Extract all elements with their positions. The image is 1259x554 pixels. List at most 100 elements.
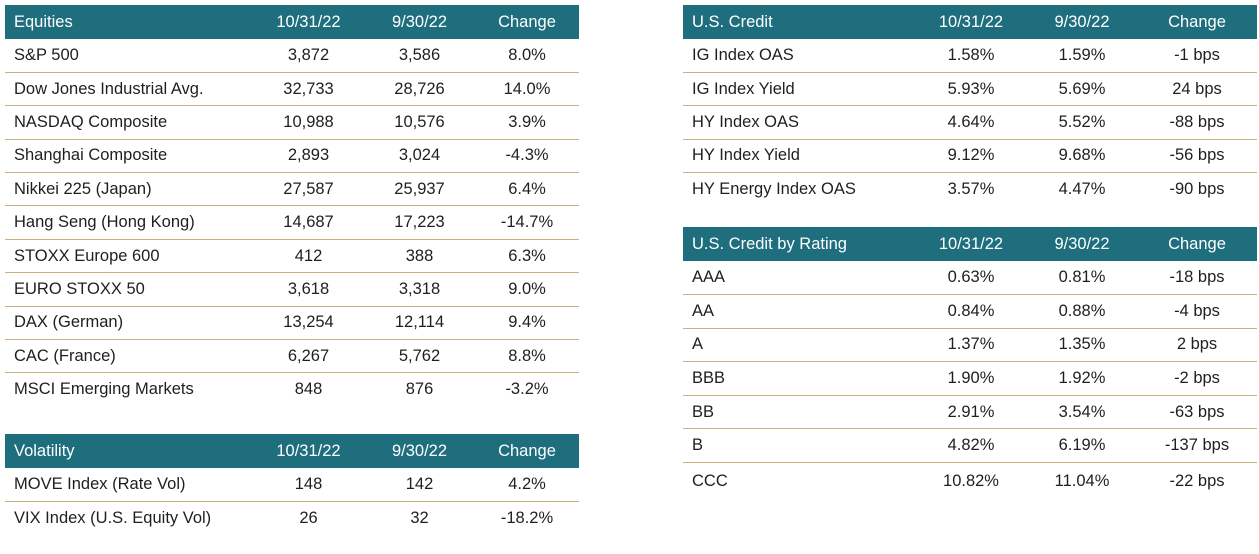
table-row: BBB 1.90% 1.92% -2 bps bbox=[683, 361, 1257, 396]
cell-value: 25,937 bbox=[364, 172, 475, 207]
table-title: Equities bbox=[14, 12, 73, 31]
cell-value: 4.64% bbox=[915, 105, 1027, 140]
table-row: IG Index Yield 5.93% 5.69% 24 bps bbox=[683, 72, 1257, 107]
cell-value: 10,576 bbox=[364, 105, 475, 140]
row-label: B bbox=[683, 428, 915, 464]
cell-value: 5.93% bbox=[915, 72, 1027, 107]
volatility-table: Volatility 10/31/22 9/30/22 Change MOVE Ind… bbox=[5, 434, 579, 535]
cell-value: -14.7% bbox=[475, 205, 579, 240]
cell-value: 3,024 bbox=[364, 139, 475, 174]
cell-value: 9.4% bbox=[475, 306, 579, 341]
cell-value: 5.52% bbox=[1027, 105, 1137, 140]
row-label: HY Index OAS bbox=[683, 105, 915, 140]
table-row: Hang Seng (Hong Kong) 14,687 17,223 -14.7% bbox=[5, 205, 579, 240]
row-label: A bbox=[683, 328, 915, 363]
row-label: Hang Seng (Hong Kong) bbox=[5, 205, 253, 240]
cell-value: 1.35% bbox=[1027, 328, 1137, 363]
row-label: S&P 500 bbox=[5, 39, 253, 73]
cell-value: 876 bbox=[405, 380, 434, 399]
cell-value: 848 bbox=[294, 380, 323, 399]
cell-value: 1.37% bbox=[915, 328, 1027, 363]
table-row: HY Energy Index OAS 3.57% 4.47% -90 bps bbox=[683, 173, 1257, 206]
cell-value: 24 bps bbox=[1137, 72, 1257, 107]
table-row: NASDAQ Composite 10,988 10,576 3.9% bbox=[5, 105, 579, 140]
table-row: MOVE Index (Rate Vol) 148 142 4.2% bbox=[5, 468, 579, 502]
cell-value: 14.0% bbox=[475, 72, 579, 107]
cell-value: 1.58% bbox=[915, 39, 1027, 73]
row-label: Shanghai Composite bbox=[5, 139, 253, 174]
row-label: STOXX Europe 600 bbox=[5, 239, 253, 274]
cell-value: 3,872 bbox=[253, 39, 364, 73]
cell-value: -2 bps bbox=[1137, 361, 1257, 396]
equities-table-header: Equities 10/31/22 9/30/22 Change bbox=[5, 5, 579, 39]
table-row: STOXX Europe 600 412 388 6.3% bbox=[5, 239, 579, 274]
row-label: MOVE Index (Rate Vol) bbox=[5, 468, 253, 502]
cell-value: 6,267 bbox=[253, 339, 364, 374]
cell-value: -18 bps bbox=[1137, 261, 1257, 296]
cell-value: 1.90% bbox=[915, 361, 1027, 396]
row-label: BB bbox=[683, 395, 915, 430]
table-row: DAX (German) 13,254 12,114 9.4% bbox=[5, 306, 579, 341]
row-label: Dow Jones Industrial Avg. bbox=[5, 72, 253, 107]
row-label: NASDAQ Composite bbox=[5, 105, 253, 140]
column-header: Change bbox=[1168, 12, 1226, 31]
table-row: MSCI Emerging Markets 848 876 -3.2% bbox=[5, 373, 579, 406]
row-label: HY Energy Index OAS bbox=[692, 180, 856, 198]
row-label: AAA bbox=[683, 261, 915, 296]
cell-value: 388 bbox=[364, 239, 475, 274]
equities-table-body: S&P 500 3,872 3,586 8.0% Dow Jones Industria… bbox=[5, 39, 579, 406]
cell-value: 6.19% bbox=[1027, 428, 1137, 464]
table-row: BB 2.91% 3.54% -63 bps bbox=[683, 395, 1257, 430]
table-title: U.S. Credit bbox=[692, 12, 773, 31]
cell-value: 3,318 bbox=[364, 272, 475, 307]
column-header: 9/30/22 bbox=[1054, 12, 1110, 31]
cell-value: 4.2% bbox=[475, 468, 579, 502]
cell-value: 6.4% bbox=[475, 172, 579, 207]
us-credit-by-rating-table-header: U.S. Credit by Rating 10/31/22 9/30/22 Chan… bbox=[683, 227, 1257, 261]
volatility-table-body: MOVE Index (Rate Vol) 148 142 4.2% VIX Index… bbox=[5, 468, 579, 535]
us-credit-table-body: IG Index OAS 1.58% 1.59% -1 bps IG Index Yie… bbox=[683, 39, 1257, 206]
cell-value: 6.3% bbox=[475, 239, 579, 274]
cell-value: -56 bps bbox=[1137, 139, 1257, 174]
cell-value: 13,254 bbox=[253, 306, 364, 341]
table-row: HY Index Yield 9.12% 9.68% -56 bps bbox=[683, 139, 1257, 174]
cell-value: 0.63% bbox=[915, 261, 1027, 296]
cell-value: -1 bps bbox=[1137, 39, 1257, 73]
cell-value: -4.3% bbox=[475, 139, 579, 174]
cell-value: 10,988 bbox=[253, 105, 364, 140]
cell-value: 1.59% bbox=[1027, 39, 1137, 73]
row-label: EURO STOXX 50 bbox=[5, 272, 253, 307]
cell-value: -22 bps bbox=[1169, 472, 1225, 491]
cell-value: 0.88% bbox=[1027, 294, 1137, 329]
cell-value: 0.81% bbox=[1027, 261, 1137, 296]
cell-value: 9.12% bbox=[915, 139, 1027, 174]
cell-value: 148 bbox=[253, 468, 364, 502]
table-row: CAC (France) 6,267 5,762 8.8% bbox=[5, 339, 579, 374]
us-credit-table-header: U.S. Credit 10/31/22 9/30/22 Change bbox=[683, 5, 1257, 39]
cell-value: 8.8% bbox=[475, 339, 579, 374]
cell-value: 3.9% bbox=[475, 105, 579, 140]
table-row: Nikkei 225 (Japan) 27,587 25,937 6.4% bbox=[5, 172, 579, 207]
cell-value: -137 bps bbox=[1137, 428, 1257, 464]
cell-value: 27,587 bbox=[253, 172, 364, 207]
row-label: AA bbox=[683, 294, 915, 329]
cell-value: 28,726 bbox=[364, 72, 475, 107]
row-label: IG Index OAS bbox=[683, 39, 915, 73]
row-label: BBB bbox=[683, 361, 915, 396]
row-label: HY Index Yield bbox=[683, 139, 915, 174]
us-credit-by-rating-table: U.S. Credit by Rating 10/31/22 9/30/22 Chan… bbox=[683, 227, 1257, 501]
column-header: 10/31/22 bbox=[276, 12, 341, 31]
table-row: B 4.82% 6.19% -137 bps bbox=[683, 428, 1257, 464]
equities-table: Equities 10/31/22 9/30/22 Change S&P 500 3,8… bbox=[5, 5, 579, 406]
cell-value: 3,618 bbox=[253, 272, 364, 307]
cell-value: 2.91% bbox=[915, 395, 1027, 430]
cell-value: 4.47% bbox=[1058, 180, 1106, 198]
cell-value: 9.0% bbox=[475, 272, 579, 307]
cell-value: 14,687 bbox=[253, 205, 364, 240]
cell-value: 4.82% bbox=[915, 428, 1027, 464]
cell-value: 10.82% bbox=[943, 472, 999, 491]
column-header: Change bbox=[498, 12, 556, 31]
table-title: Volatility bbox=[14, 441, 75, 460]
table-row: CCC 10.82% 11.04% -22 bps bbox=[683, 463, 1257, 501]
table-title: U.S. Credit by Rating bbox=[692, 234, 847, 253]
